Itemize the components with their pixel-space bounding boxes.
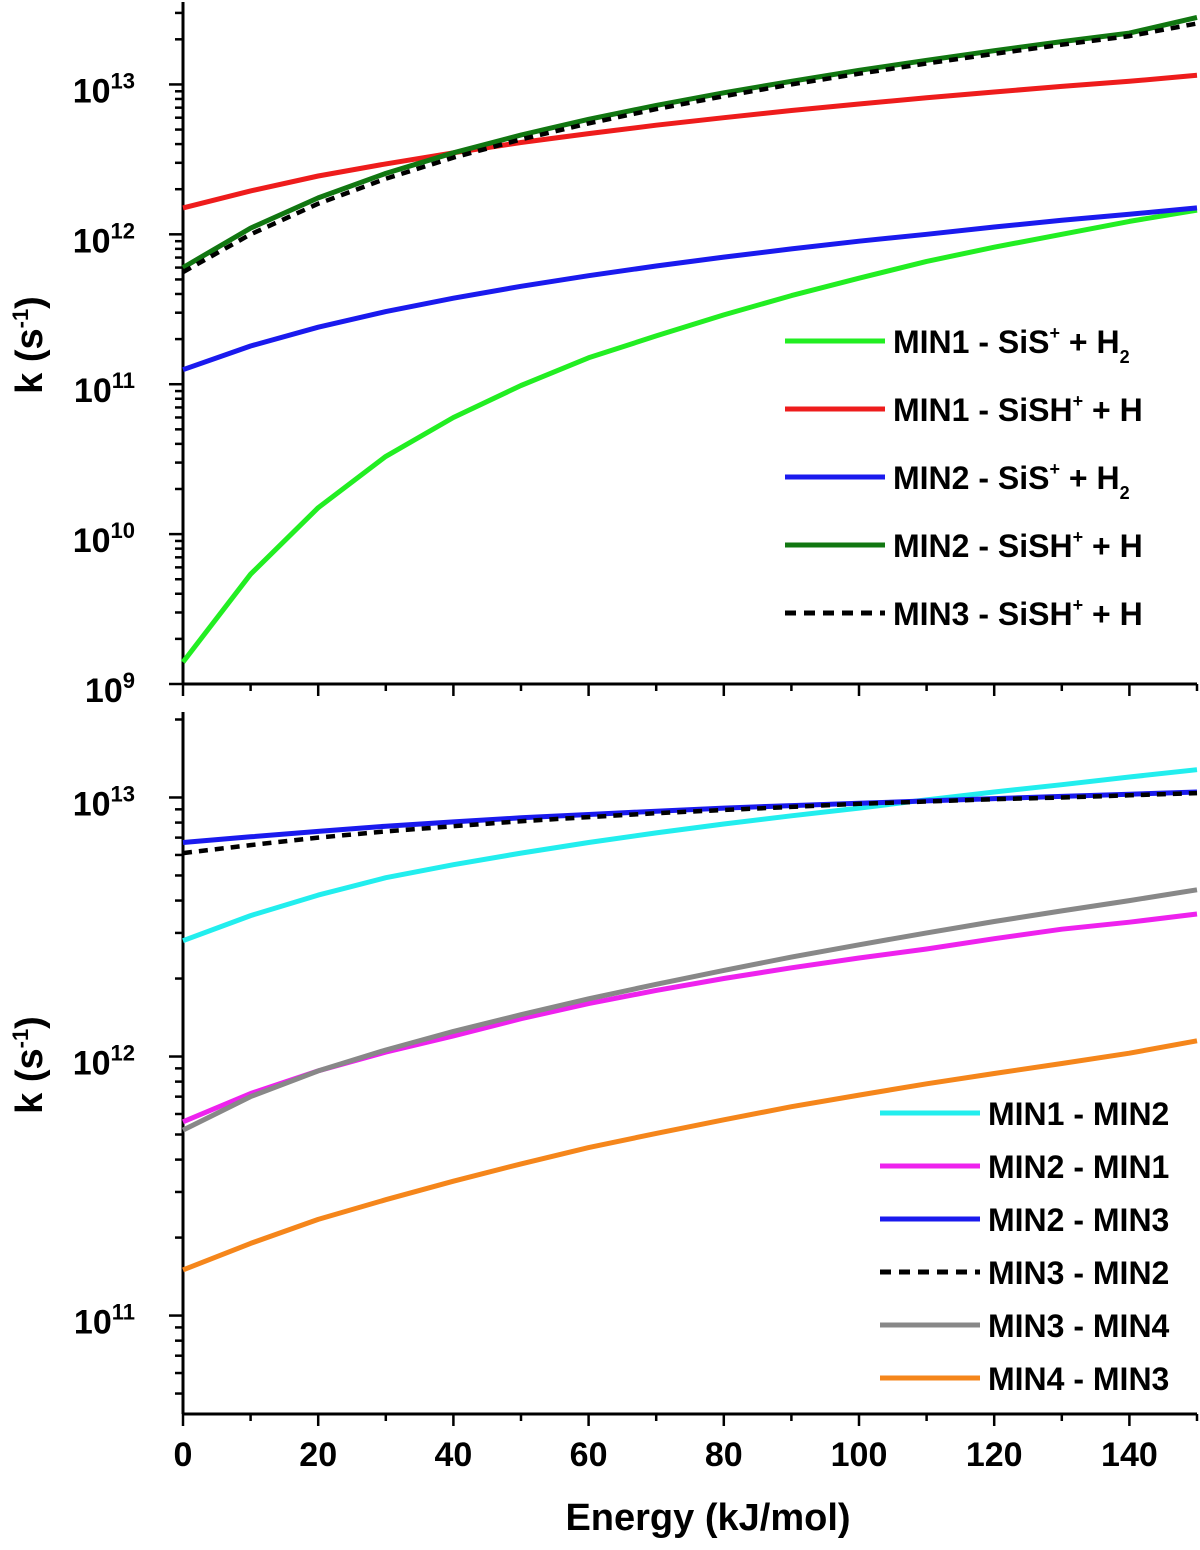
series-line-bottom-0 — [182, 767, 1198, 944]
y-tick-label: 1011 — [74, 1300, 135, 1342]
x-tick-label: 0 — [174, 1436, 193, 1474]
y-tick-label: 1013 — [73, 781, 135, 823]
x-axis-title: Energy (kJ/mol) — [565, 1497, 850, 1539]
legend-label: MIN2 - SiSH+ + H — [893, 527, 1143, 564]
legend-label: MIN1 - SiS+ + H2 — [893, 323, 1130, 367]
x-tick-label: 20 — [299, 1436, 337, 1474]
legend-label: MIN3 - MIN4 — [988, 1308, 1170, 1344]
legend-label: MIN4 - MIN3 — [988, 1361, 1169, 1397]
series-line-bottom-5 — [182, 1038, 1198, 1273]
bottom-panel: 1011 1012 1013 0 20 40 60 80 100 120 140 k (s-1) MIN… — [8, 712, 1199, 1474]
x-tick-label: 40 — [434, 1436, 472, 1474]
legend-label: MIN1 - MIN2 — [988, 1096, 1169, 1132]
y-tick-label: 1013 — [73, 68, 135, 110]
y-tick-label: 1012 — [73, 218, 135, 260]
legend-label: MIN3 - SiSH+ + H — [893, 595, 1143, 632]
y-axis-title: k (s-1) — [8, 1016, 51, 1114]
x-tick-label: 120 — [966, 1436, 1023, 1474]
series-line-top-3 — [181, 14, 1198, 270]
legend-label: MIN2 - MIN1 — [988, 1149, 1169, 1185]
series-line-bottom-2 — [182, 789, 1198, 845]
legend-label: MIN1 - SiSH+ + H — [893, 391, 1143, 428]
x-tick-label: 60 — [570, 1436, 608, 1474]
y-tick-label: 109 — [85, 668, 135, 710]
x-tick-label: 140 — [1101, 1436, 1158, 1474]
y-tick-label: 1011 — [74, 368, 135, 410]
series-line-top-0 — [181, 207, 1198, 664]
legend-label: MIN2 - SiS+ + H2 — [893, 459, 1130, 503]
legend-label: MIN3 - MIN2 — [988, 1255, 1169, 1291]
series-line-bottom-4 — [181, 887, 1198, 1133]
x-tick-label: 100 — [831, 1436, 888, 1474]
y-axis-title: k (s-1) — [8, 296, 51, 394]
y-tick-label: 1012 — [73, 1041, 135, 1083]
x-tick-label: 80 — [705, 1436, 743, 1474]
series-line-top-2 — [182, 205, 1198, 373]
legend-label: MIN2 - MIN3 — [988, 1202, 1169, 1238]
series-line-top-1 — [182, 72, 1198, 211]
y-tick-label: 1010 — [73, 518, 135, 560]
top-panel: 109 1010 1011 1012 1013 k (s-1) MIN1 - SiS+ + … — [8, 2, 1199, 710]
